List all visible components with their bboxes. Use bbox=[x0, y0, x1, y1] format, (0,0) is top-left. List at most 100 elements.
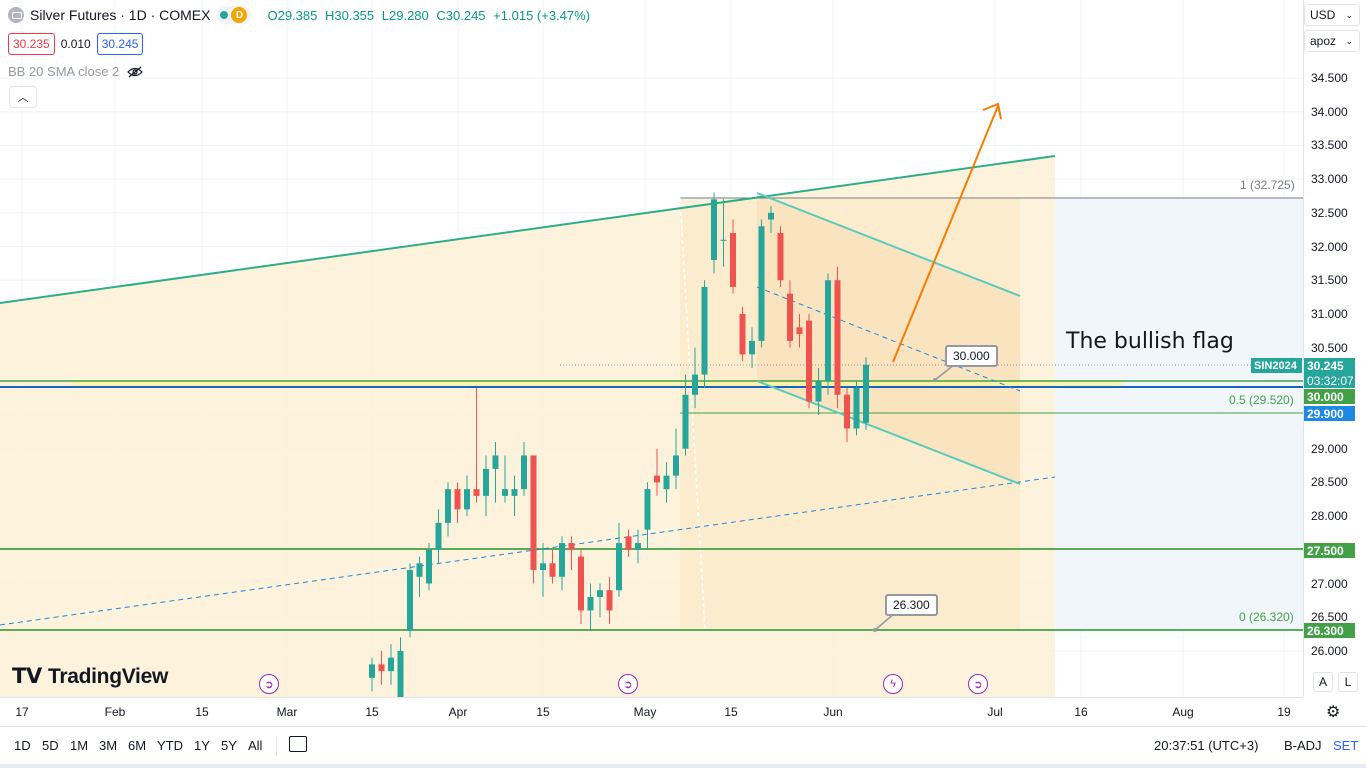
settings-gear-icon[interactable]: ⚙ bbox=[1326, 704, 1341, 721]
clock-timezone[interactable]: 20:37:51 (UTC+3) bbox=[1154, 738, 1259, 753]
level-26-3-tag: 26.300 bbox=[1304, 623, 1355, 638]
candle-body bbox=[426, 549, 432, 584]
delayed-data-badge: D bbox=[231, 7, 248, 23]
high-value: H30.355 bbox=[324, 7, 375, 23]
currency-select[interactable]: USD ⌄ bbox=[1304, 4, 1360, 26]
silver-symbol-icon bbox=[8, 7, 24, 23]
time-tick: Feb bbox=[104, 705, 126, 719]
ohlc-values: O29.385 H30.355 L29.280 C30.245 +1.015 (… bbox=[267, 8, 594, 23]
candle-body bbox=[768, 212, 774, 220]
candle-body bbox=[635, 543, 641, 550]
chart-canvas[interactable] bbox=[0, 0, 1303, 697]
candle-body bbox=[654, 475, 660, 483]
time-tick: Jun bbox=[823, 705, 843, 719]
time-tick: Aug bbox=[1172, 705, 1194, 719]
candle-body bbox=[863, 364, 869, 423]
candle-body bbox=[435, 522, 442, 550]
chart-area[interactable]: Silver Futures · 1D · COMEX D O29.385 H3… bbox=[0, 0, 1303, 697]
candle-body bbox=[673, 455, 679, 476]
dashed-trendline-lower bbox=[0, 476, 1056, 626]
candle-body bbox=[644, 489, 651, 530]
auto-scale-button[interactable]: A bbox=[1313, 672, 1333, 692]
price-tick: 30.500 bbox=[1311, 340, 1348, 355]
bottom-toolbar: 1D 5D 1M 3M 6M YTD 1Y 5Y All 20:37:51 (U… bbox=[0, 726, 1366, 765]
sell-button[interactable]: 30.235 bbox=[8, 33, 55, 55]
price-tick: 33.000 bbox=[1311, 172, 1348, 187]
candle-body bbox=[473, 489, 480, 496]
callout-30[interactable]: 30.000 bbox=[945, 345, 998, 367]
projection-arrow-head bbox=[982, 102, 1002, 120]
tradingview-wordmark: TradingView bbox=[47, 664, 168, 688]
range-6m-button[interactable]: 6M bbox=[128, 738, 147, 753]
price-tick: 32.000 bbox=[1311, 239, 1348, 254]
indicator-legend[interactable]: BB 20 SMA close 2 bbox=[8, 64, 144, 79]
event-arrow-icon[interactable]: ➲ bbox=[618, 674, 638, 694]
candle-body bbox=[825, 280, 831, 382]
tradingview-logo[interactable]: 𝗧𝗩 TradingView bbox=[12, 664, 168, 689]
currency-value: USD bbox=[1310, 8, 1336, 22]
candle-body bbox=[796, 327, 803, 335]
symbol-tag: SIN2024 bbox=[1251, 358, 1302, 373]
range-1m-button[interactable]: 1M bbox=[70, 738, 89, 753]
candle-body bbox=[502, 489, 508, 496]
market-status-badge[interactable]: D bbox=[216, 6, 252, 24]
symbol-title[interactable]: Silver Futures · 1D · COMEX bbox=[30, 7, 211, 23]
candle-body bbox=[815, 381, 822, 402]
callout-30-anchor bbox=[933, 378, 937, 382]
candle-body bbox=[587, 596, 594, 611]
price-tick: 26.500 bbox=[1311, 610, 1348, 625]
drawings bbox=[0, 155, 1303, 697]
bid-ask-panel: 30.235 0.010 30.245 bbox=[8, 33, 144, 55]
bullish-flag-text[interactable]: The bullish flag bbox=[1066, 329, 1234, 354]
session-toggle[interactable]: SET bbox=[1333, 738, 1359, 753]
event-arrow-icon[interactable]: ➲ bbox=[259, 674, 279, 694]
candle-body bbox=[853, 388, 860, 429]
price-axis[interactable]: 34.500 34.000 33.500 33.000 32.500 32.000 31.5… bbox=[1303, 0, 1366, 697]
candle-body bbox=[540, 563, 546, 571]
candle-body bbox=[549, 563, 556, 577]
range-1y-button[interactable]: 1Y bbox=[194, 738, 210, 753]
calendar-goto-date-icon[interactable] bbox=[289, 736, 307, 752]
event-arrow-icon[interactable]: ➲ bbox=[968, 674, 988, 694]
projection-arrow-line bbox=[892, 105, 999, 363]
candle-body bbox=[806, 320, 812, 402]
lightning-event-icon[interactable]: ϟ bbox=[883, 674, 903, 694]
separator bbox=[276, 736, 277, 756]
hidden-eye-icon[interactable] bbox=[127, 66, 144, 78]
candle-body bbox=[844, 394, 850, 429]
candle-body bbox=[530, 455, 537, 571]
time-tick: Jul bbox=[987, 705, 1003, 719]
candle-body bbox=[625, 536, 632, 550]
range-all-button[interactable]: All bbox=[248, 738, 263, 753]
candle-body bbox=[511, 489, 518, 496]
tradingview-mark-icon: 𝗧𝗩 bbox=[12, 665, 42, 688]
candle-body bbox=[616, 543, 622, 591]
spread-value: 0.010 bbox=[60, 37, 91, 51]
time-tick: 15 bbox=[724, 705, 738, 719]
range-5y-button[interactable]: 5Y bbox=[221, 738, 237, 753]
log-scale-button[interactable]: L bbox=[1338, 672, 1358, 692]
time-tick: Apr bbox=[448, 705, 468, 719]
symbol-legend: Silver Futures · 1D · COMEX D O29.385 H3… bbox=[8, 6, 594, 24]
unit-select[interactable]: apoz ⌄ bbox=[1304, 30, 1360, 52]
highlight-band bbox=[72, 380, 1124, 386]
range-1d-button[interactable]: 1D bbox=[14, 738, 31, 753]
candles bbox=[369, 192, 869, 697]
candle-body bbox=[521, 455, 527, 490]
candle-body bbox=[483, 468, 489, 496]
candle-body bbox=[692, 374, 698, 395]
collapse-legend-button[interactable]: ︿ bbox=[9, 86, 37, 108]
range-5d-button[interactable]: 5D bbox=[42, 738, 59, 753]
candle-body bbox=[787, 293, 793, 341]
buy-button[interactable]: 30.245 bbox=[96, 33, 144, 55]
level-30-tag: 30.000 bbox=[1304, 389, 1355, 404]
unit-value: apoz bbox=[1310, 34, 1337, 48]
adjustment-toggle[interactable]: B-ADJ bbox=[1284, 738, 1322, 753]
callout-26-3[interactable]: 26.300 bbox=[885, 594, 938, 616]
dashed-flag-midline bbox=[756, 286, 1021, 392]
indicator-title[interactable]: BB 20 SMA close 2 bbox=[8, 64, 120, 79]
time-axis[interactable]: 17 Feb 15 Mar 15 Apr 15 May 15 Jun Jul 1… bbox=[0, 697, 1303, 726]
range-3m-button[interactable]: 3M bbox=[99, 738, 118, 753]
range-ytd-button[interactable]: YTD bbox=[157, 738, 183, 753]
market-open-dot-icon bbox=[220, 11, 229, 19]
